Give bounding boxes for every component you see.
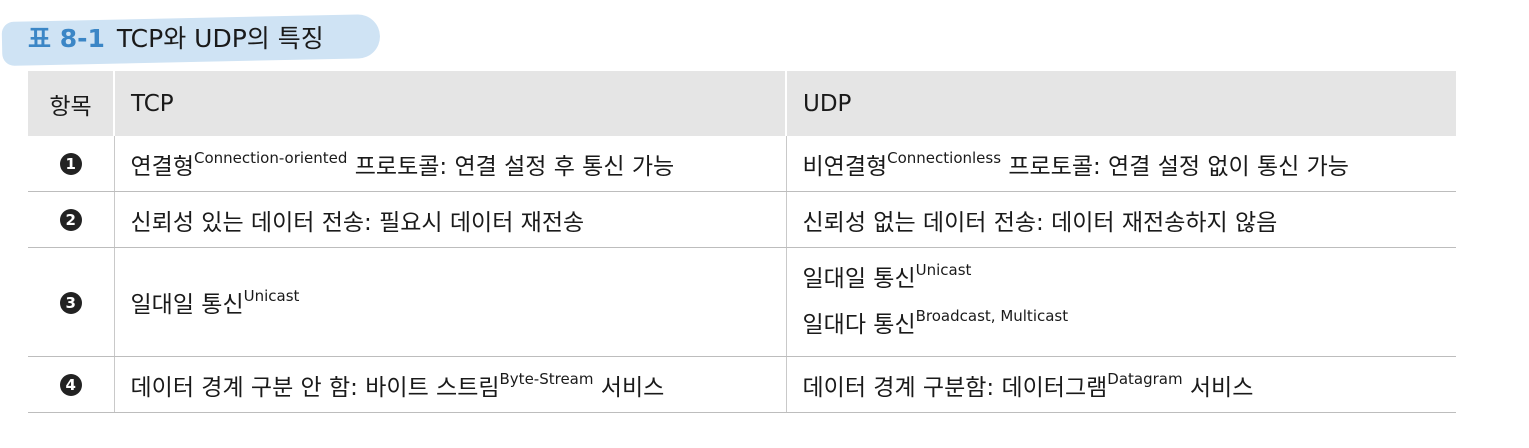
udp-text: 데이터 경계 구분함: 데이터그램 [802,374,1108,401]
udp-text-rest: 서비스 [1182,374,1254,401]
item-cell: 1 [28,136,114,192]
item-cell: 4 [28,356,114,413]
tcp-text-rest: 프로토콜: 연결 설정 후 통신 가능 [347,153,675,180]
udp-cell: 비연결형Connectionless 프로토콜: 연결 설정 없이 통신 가능 [785,136,1456,192]
tcp-text: 연결형 [130,153,194,180]
tcp-text: 신뢰성 있는 데이터 전송: 필요시 데이터 재전송 [130,209,585,236]
item-cell: 3 [28,247,114,357]
udp-cell: 신뢰성 없는 데이터 전송: 데이터 재전송하지 않음 [785,191,1456,248]
item-cell: 2 [28,191,114,248]
tcp-udp-comparison-table: 항목 TCP UDP 1 연결형Connection-oriented 프로토콜… [28,71,1456,413]
table-row: 3 일대일 통신Unicast 일대일 통신Unicast 일대다 통신Broa… [28,247,1457,357]
circled-number-3-icon: 3 [59,291,82,314]
udp-text: 일대일 통신 [802,266,916,292]
header-item: 항목 [28,71,114,136]
udp-text: 일대다 통신 [802,312,916,338]
header-tcp: TCP [113,71,786,136]
circled-number-1-icon: 1 [59,153,82,175]
tcp-annotation: Unicast [243,286,300,305]
udp-annotation: Datagram [1107,369,1183,388]
caption-title: TCP와 UDP의 특징 [116,24,324,53]
udp-annotation: Broadcast, Multicast [915,306,1069,325]
circled-number-4-icon: 4 [59,374,82,396]
caption-number: 표 8-1 [28,24,105,53]
circled-number-2-icon: 2 [59,209,82,231]
udp-annotation: Connectionless [887,148,1002,167]
udp-line-2: 일대다 통신Broadcast, Multicast [803,302,1457,348]
tcp-text: 일대일 통신 [130,292,244,318]
caption-text: 표 8-1 TCP와 UDP의 특징 [28,22,324,56]
table-header-row: 항목 TCP UDP [28,71,1456,136]
udp-text: 신뢰성 없는 데이터 전송: 데이터 재전송하지 않음 [802,209,1278,236]
udp-line-1: 일대일 통신Unicast [803,256,1457,302]
tcp-cell: 데이터 경계 구분 안 함: 바이트 스트림Byte-Stream 서비스 [113,356,786,413]
tcp-cell: 신뢰성 있는 데이터 전송: 필요시 데이터 재전송 [113,191,786,248]
tcp-cell: 연결형Connection-oriented 프로토콜: 연결 설정 후 통신 … [113,136,786,192]
udp-cell: 데이터 경계 구분함: 데이터그램Datagram 서비스 [785,356,1456,413]
udp-annotation: Unicast [915,260,972,279]
udp-text-rest: 프로토콜: 연결 설정 없이 통신 가능 [1001,153,1349,180]
udp-text: 비연결형 [802,153,888,180]
tcp-text: 데이터 경계 구분 안 함: 바이트 스트림 [130,374,500,401]
tcp-text-rest: 서비스 [593,374,665,401]
tcp-annotation: Connection-oriented [193,148,348,167]
udp-cell: 일대일 통신Unicast 일대다 통신Broadcast, Multicast [785,247,1457,357]
tcp-cell: 일대일 통신Unicast [113,247,786,357]
table-row: 2 신뢰성 있는 데이터 전송: 필요시 데이터 재전송 신뢰성 없는 데이터 … [28,191,1456,248]
table-row: 1 연결형Connection-oriented 프로토콜: 연결 설정 후 통… [28,136,1456,192]
table-row: 4 데이터 경계 구분 안 함: 바이트 스트림Byte-Stream 서비스 … [28,356,1456,413]
tcp-annotation: Byte-Stream [499,369,594,388]
header-udp: UDP [785,71,1456,136]
